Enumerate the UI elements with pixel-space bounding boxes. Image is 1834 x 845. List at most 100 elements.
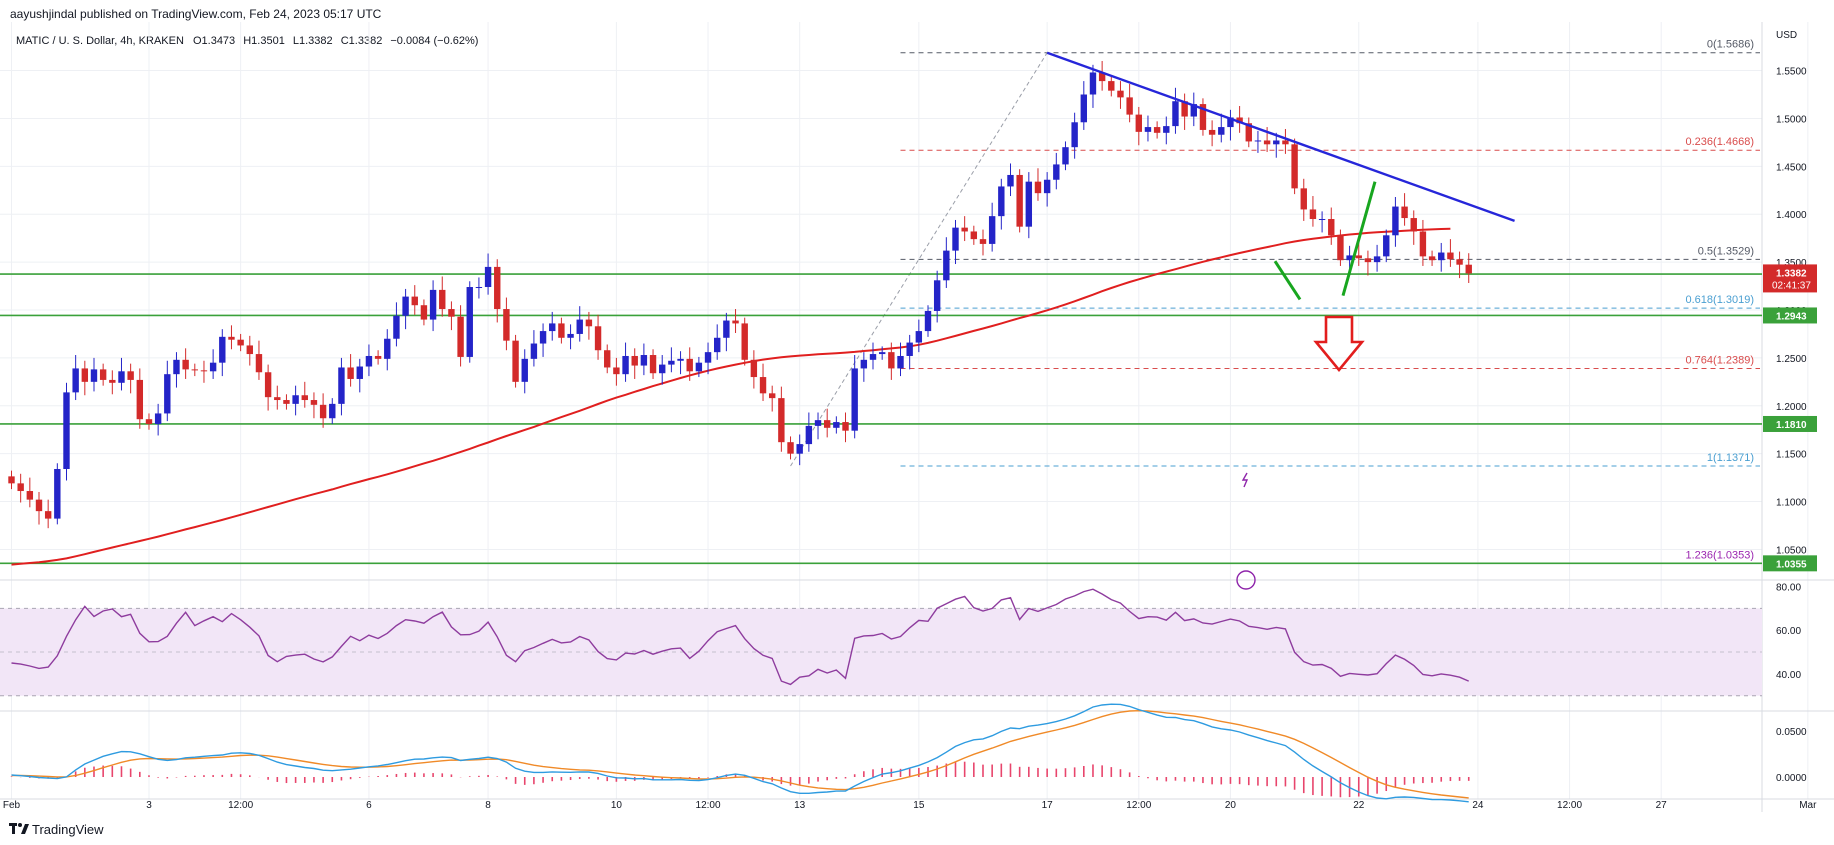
legend-symbol: MATIC / U. S. Dollar, 4h, KRAKEN — [16, 35, 184, 47]
candle-body — [448, 309, 455, 317]
candle-body — [1025, 181, 1033, 227]
time-tick-label: 24 — [1472, 800, 1484, 811]
fib-level-label: 1.236(1.0353) — [1686, 550, 1755, 562]
candle-body — [384, 338, 391, 359]
candle-body — [338, 367, 345, 404]
annotations — [1046, 51, 1515, 590]
time-tick-label: 17 — [1042, 800, 1054, 811]
time-tick-label: 3 — [146, 800, 152, 811]
candle-body — [1328, 219, 1335, 236]
candle-body — [1273, 140, 1280, 145]
candle-body — [1428, 256, 1436, 261]
candle-body — [833, 422, 840, 428]
time-tick-label: Feb — [3, 800, 21, 811]
candle-body — [732, 320, 739, 324]
candle-body — [1108, 81, 1115, 91]
candle-body — [1300, 188, 1307, 210]
time-tick-label: 12:00 — [696, 800, 721, 811]
candle-body — [1190, 104, 1197, 117]
candle-body — [1098, 72, 1106, 82]
candle-body — [255, 354, 263, 373]
candle-body — [283, 400, 290, 404]
candle-body — [17, 483, 24, 492]
rsi-tick-label: 60.00 — [1776, 626, 1801, 637]
candle-body — [457, 316, 464, 357]
tradingview-logo-icon — [9, 823, 29, 834]
candle-body — [402, 296, 409, 316]
candle-body — [1034, 181, 1042, 194]
candle-body — [1227, 117, 1234, 128]
rsi-line — [11, 588, 1469, 686]
macd-tick-label: 0.0500 — [1776, 727, 1807, 738]
candle-body — [888, 352, 895, 369]
candlesticks — [8, 60, 1472, 529]
current-price-tag — [1763, 264, 1817, 293]
time-tick-label: 6 — [366, 800, 372, 811]
signal-line — [11, 709, 1469, 799]
candle-body — [411, 296, 418, 306]
candle-body — [924, 310, 932, 332]
candle-body — [686, 358, 693, 372]
candle-body — [274, 397, 281, 401]
fibonacci-levels: 0(1.5686) 0.236(1.4668) 0.5(1.3529) 0.618(1… — [790, 39, 1760, 565]
price-tick-label: 1.5000 — [1776, 114, 1807, 125]
projection-up-leg — [1341, 181, 1377, 297]
countdown-label: 02:41:37 — [1772, 280, 1811, 291]
time-tick-label: 12:00 — [1126, 800, 1151, 811]
candle-body — [1126, 97, 1133, 115]
price-axis-currency: USD — [1776, 30, 1797, 41]
candle-body — [622, 355, 629, 375]
candle-body — [1337, 235, 1344, 261]
candle-body — [503, 309, 510, 341]
candle-body — [1401, 206, 1408, 219]
candle-body — [549, 323, 556, 332]
candle-body — [173, 359, 180, 375]
candle-body — [842, 422, 849, 431]
candle-body — [1438, 252, 1445, 261]
macd-tick-label: 0.0000 — [1776, 773, 1807, 784]
candle-body — [1309, 209, 1317, 220]
support-levels — [0, 273, 1762, 565]
candle-body — [878, 352, 886, 355]
candle-body — [668, 360, 675, 365]
candle-body — [329, 403, 336, 419]
candle-body — [145, 419, 153, 424]
candle-body — [494, 266, 501, 310]
time-axis[interactable]: Feb 3 12:00 6 8 10 12:00 13 15 17 12:00 20 22 24 12:00… — [3, 800, 1834, 811]
candle-body — [1236, 117, 1243, 124]
legend-low: L1.3382 — [293, 35, 333, 47]
bearish-trendline — [1046, 51, 1515, 223]
event-marker-icon — [1236, 570, 1256, 590]
candle-body — [1447, 252, 1454, 260]
candle-body — [365, 355, 373, 367]
candle-body — [1419, 231, 1427, 257]
candle-body — [301, 395, 308, 401]
legend-open: O1.3473 — [193, 35, 235, 47]
candle-body — [576, 319, 583, 334]
rsi-tick-label: 40.00 — [1776, 670, 1801, 681]
chart-canvas[interactable]: MATIC / U. S. Dollar, 4h, KRAKEN O1.3473… — [0, 22, 1834, 812]
candle-body — [319, 404, 327, 419]
candle-body — [998, 186, 1005, 217]
candle-body — [90, 369, 98, 382]
tradingview-footer[interactable]: TradingView — [0, 815, 400, 843]
candle-body — [906, 342, 913, 356]
candle-body — [54, 468, 61, 519]
candle-body — [264, 372, 272, 398]
candle-body — [659, 364, 666, 374]
candle-body — [677, 358, 684, 361]
candle-body — [1456, 259, 1463, 265]
support-price-tag — [1763, 307, 1817, 324]
candle-body — [970, 231, 978, 240]
price-axis[interactable]: USD1.55001.50001.45001.40001.35001.30001… — [1763, 30, 1817, 784]
candle-body — [750, 359, 758, 378]
candle-body — [851, 368, 858, 431]
candle-body — [8, 476, 15, 484]
candle-body — [1465, 264, 1472, 274]
candle-body — [1318, 219, 1326, 221]
candle-body — [1153, 127, 1161, 133]
candle-body — [118, 371, 125, 383]
fib-level-label: 0.764(1.2389) — [1686, 355, 1755, 367]
candle-body — [631, 355, 638, 366]
price-tick-label: 1.5500 — [1776, 67, 1807, 78]
